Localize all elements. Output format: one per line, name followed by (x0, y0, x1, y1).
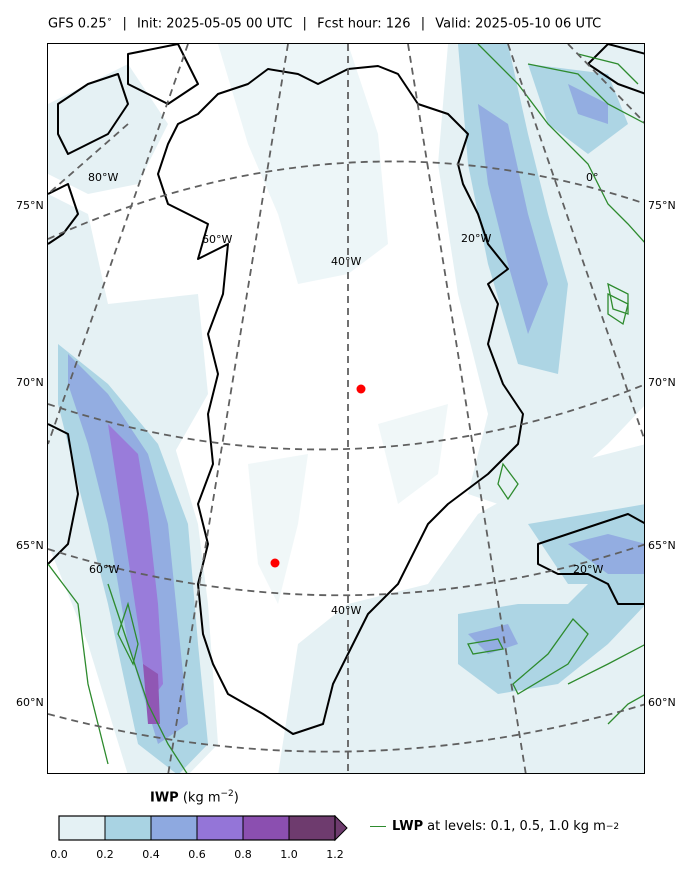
lwp-legend-var: LWP (392, 819, 424, 834)
colorbar (58, 814, 350, 847)
lwp-legend-exp: −2 (605, 821, 620, 832)
lwp-legend: LWP at levels: 0.1, 0.5, 1.0 kg m −2 (370, 819, 619, 834)
colorbar-tick: 0.8 (234, 848, 252, 861)
colorbar-tick: 0.4 (142, 848, 160, 861)
lat-label-right: 60°N (648, 696, 676, 709)
colorbar-title-close: ) (233, 790, 239, 806)
lon-60w-bottom-label: 60°W (89, 563, 119, 576)
lwp-line-swatch (370, 826, 386, 827)
lon-20w-bottom-label: 20°W (573, 563, 603, 576)
colorbar-segment (105, 816, 151, 840)
map-panel: 80°W 60°W 40°W 20°W 0° 60°W 40°W 20°W (47, 43, 645, 774)
colorbar-segment (243, 816, 289, 840)
colorbar-tick: 1.2 (326, 848, 344, 861)
lon-0-label: 0° (586, 171, 599, 184)
colorbar-title-units: (kg m (182, 790, 221, 806)
lat-label-left: 75°N (16, 199, 44, 212)
lat-label-right: 75°N (648, 199, 676, 212)
plot-title: GFS 0.25∘ | Init: 2025-05-05 00 UTC | Fc… (48, 15, 601, 31)
colorbar-extend-arrow (334, 814, 348, 842)
separator: | (302, 16, 307, 32)
lon-40w-bottom-label: 40°W (331, 604, 361, 617)
lat-label-left: 65°N (16, 539, 44, 552)
lon-20w-top-label: 20°W (461, 232, 491, 245)
colorbar-segment (151, 816, 197, 840)
model-name: GFS 0.25 (48, 16, 107, 32)
station-marker (356, 384, 366, 394)
grid-labels: 80°W 60°W 40°W 20°W 0° 60°W 40°W 20°W (88, 171, 603, 617)
colorbar-segment (59, 816, 105, 840)
colorbar-tick: 0.6 (188, 848, 206, 861)
colorbar-tick: 0.0 (50, 848, 68, 861)
colorbar-graphic (58, 814, 348, 842)
lon-40w-top-label: 40°W (331, 255, 361, 268)
separator: | (122, 16, 127, 32)
lat-label-right: 70°N (648, 376, 676, 389)
colorbar-title-var: IWP (150, 790, 179, 806)
lon-80w-label: 80°W (88, 171, 118, 184)
colorbar-segment (289, 816, 335, 840)
lwp-legend-text: at levels: 0.1, 0.5, 1.0 kg m (427, 819, 606, 834)
lon-60w-top-label: 60°W (202, 233, 232, 246)
init-time: Init: 2025-05-05 00 UTC (136, 16, 293, 32)
lat-label-left: 70°N (16, 376, 44, 389)
colorbar-title: IWP (kg m−2) (150, 789, 239, 805)
lat-label-right: 65°N (648, 539, 676, 552)
map-canvas: 80°W 60°W 40°W 20°W 0° 60°W 40°W 20°W (48, 44, 644, 773)
lwp-contours (48, 44, 644, 773)
iwp-field (48, 44, 644, 773)
colorbar-tick: 1.0 (280, 848, 298, 861)
valid-time: Valid: 2025-05-10 06 UTC (435, 16, 602, 32)
colorbar-title-exp: −2 (220, 789, 234, 799)
separator: | (420, 16, 426, 32)
forecast-hour: Fcst hour: 126 (317, 16, 411, 32)
colorbar-segment (197, 816, 243, 840)
coastline (48, 44, 644, 735)
station-marker (270, 558, 280, 568)
graticule (48, 44, 644, 773)
degree-symbol: ∘ (106, 15, 113, 25)
colorbar-tick: 0.2 (96, 848, 114, 861)
lat-label-left: 60°N (16, 696, 44, 709)
